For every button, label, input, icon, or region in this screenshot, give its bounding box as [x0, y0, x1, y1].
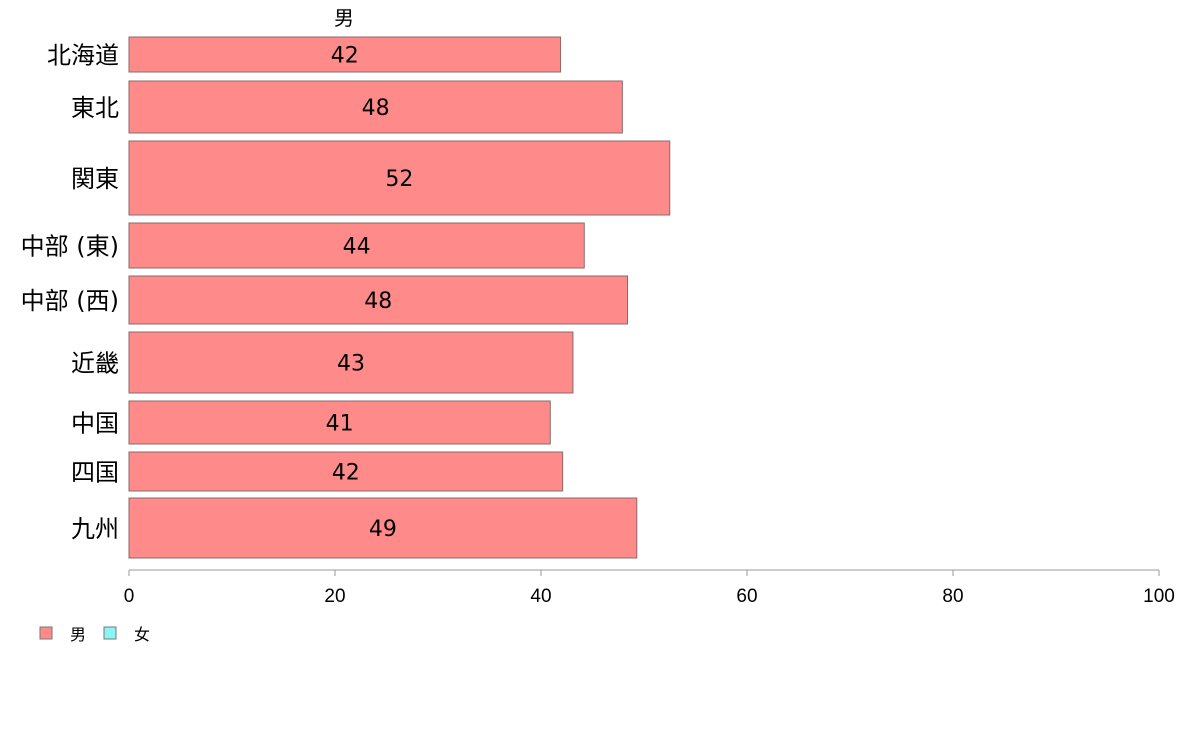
category-label: 北海道 [47, 42, 119, 70]
bar-0 [128, 36, 562, 73]
bar-1 [128, 80, 623, 134]
x-tick-label: 60 [736, 586, 757, 607]
bars-group: 北海道 42 東北 48 関東 52 中部 (東) 44 中部 (西) 48 近畿 43 中国 41 四国 4… [21, 36, 671, 559]
x-tick-label: 100 [1143, 586, 1175, 607]
value-label: 43 [337, 352, 365, 377]
value-label: 44 [343, 235, 371, 260]
category-label: 中部 (西) [21, 287, 119, 315]
legend: 男女 [39, 625, 150, 644]
x-axis: 0 20 40 60 80 100 [124, 569, 1175, 607]
bar-2 [128, 140, 671, 216]
category-label: 九州 [71, 515, 119, 543]
value-label: 48 [364, 289, 392, 314]
panel-title: 男 [334, 6, 354, 30]
bar-4 [128, 275, 629, 325]
value-label: 41 [326, 412, 354, 437]
legend-label: 女 [134, 625, 150, 644]
bar-8 [128, 497, 638, 559]
x-tick-label: 0 [124, 586, 135, 607]
value-label: 52 [385, 167, 413, 192]
value-label: 42 [331, 44, 359, 69]
bar-6 [128, 400, 551, 445]
category-label: 東北 [71, 94, 119, 122]
x-tick-label: 80 [942, 586, 963, 607]
legend-swatch [39, 626, 53, 640]
legend-label: 男 [70, 625, 86, 644]
category-label: 中部 (東) [21, 233, 119, 261]
value-label: 48 [362, 96, 390, 121]
category-label: 近畿 [71, 350, 119, 378]
bar-5 [128, 331, 574, 394]
value-label: 49 [369, 517, 397, 542]
bar-7 [128, 451, 564, 492]
category-label: 中国 [71, 410, 119, 438]
category-label: 関東 [71, 165, 119, 193]
legend-swatch [103, 626, 117, 640]
x-tick-label: 20 [324, 586, 345, 607]
x-tick-label: 40 [530, 586, 551, 607]
bar-3 [128, 222, 585, 269]
category-label: 四国 [71, 459, 119, 487]
value-label: 42 [332, 461, 360, 486]
